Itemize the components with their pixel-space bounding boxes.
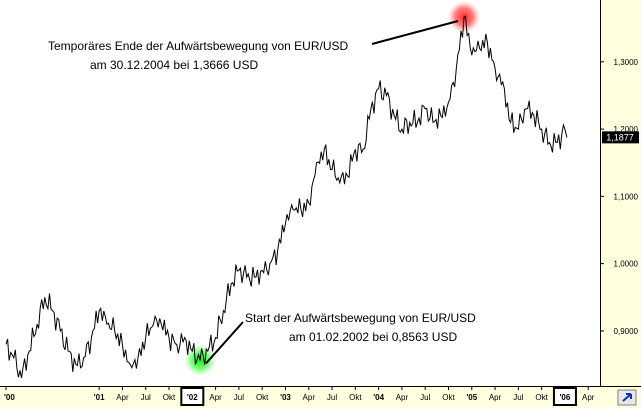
x-tick-label: Apr: [209, 393, 222, 402]
y-axis-panel: [600, 0, 641, 386]
x-tick-label: Jul: [327, 393, 337, 402]
scroll-arrow-icon[interactable]: [617, 389, 637, 406]
x-tick-label: Okt: [163, 393, 176, 402]
annotation-text: Temporäres Ende der Aufwärtsbewegung von…: [48, 39, 348, 53]
x-tick-label: Apr: [396, 393, 409, 402]
eur-usd-series-line: [5, 15, 568, 379]
x-tick-box: [552, 387, 577, 406]
x-tick-box: [180, 387, 205, 406]
annotation-leader-line: [371, 20, 459, 45]
x-tick-label: '04: [373, 393, 384, 402]
last-value-box: [602, 131, 639, 144]
x-tick-label: Okt: [442, 393, 455, 402]
last-value-badge: 1,1877: [602, 131, 639, 144]
annotation-leader-line: [205, 321, 244, 364]
x-tick-label: '06: [560, 393, 571, 402]
y-tick-label: 1,0000: [614, 260, 639, 269]
x-tick-label: '05: [466, 393, 477, 402]
x-tick-label: Apr: [489, 393, 502, 402]
annotations: Temporäres Ende der Aufwärtsbewegung von…: [48, 20, 476, 364]
annotation-text: am 30.12.2004 bei 1,3666 USD: [90, 58, 258, 72]
x-axis-panel: [0, 386, 641, 408]
x-tick-label: Jul: [141, 393, 151, 402]
y-tick-label: 0,9000: [614, 327, 639, 336]
x-tick-label: Apr: [116, 393, 129, 402]
y-tick-label: 1,2000: [614, 125, 639, 134]
x-tick-label: Apr: [582, 393, 595, 402]
x-tick-label: Okt: [535, 393, 548, 402]
x-tick-label: Jul: [513, 393, 523, 402]
x-tick-label: Apr: [303, 393, 316, 402]
last-value-label: 1,1877: [606, 132, 634, 142]
x-axis-ticks: '00 '01 Apr Jul Okt '02 Apr Jul Okt '03 Apr Jul Okt '…: [4, 386, 595, 406]
x-tick-label: '03: [280, 393, 291, 402]
x-tick-label: '02: [187, 393, 198, 402]
y-tick-label: 1,1000: [614, 192, 639, 201]
x-tick-label: '01: [94, 393, 105, 402]
x-tick-label: Okt: [256, 393, 269, 402]
x-tick-label: Jul: [234, 393, 244, 402]
x-tick-label: '00: [4, 393, 15, 402]
annotation-text: am 01.02.2002 bei 0,8563 USD: [289, 330, 457, 344]
x-tick-label: Jul: [420, 393, 430, 402]
y-tick-label: 1,3000: [614, 58, 639, 67]
x-tick-label: Okt: [349, 393, 362, 402]
annotation-text: Start der Aufwärtsbewegung von EUR/USD: [245, 311, 476, 325]
y-axis-ticks: 0,9000 1,0000 1,1000 1,2000 1,3000: [600, 58, 639, 336]
plot-area: [0, 0, 600, 386]
